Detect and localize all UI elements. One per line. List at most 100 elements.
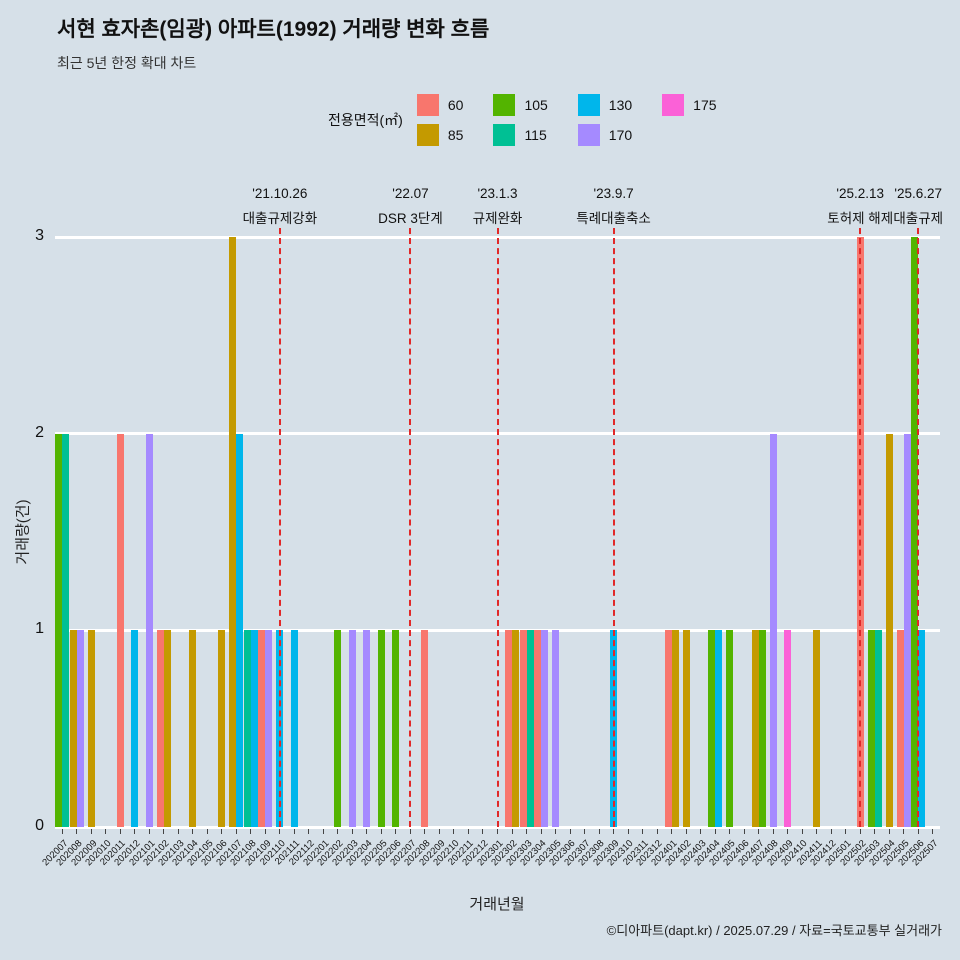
x-tickmark: [497, 828, 498, 834]
x-tickmark: [163, 828, 165, 834]
x-tickmark: [685, 828, 687, 834]
x-tickmark: [409, 828, 411, 834]
x-tickmark: [830, 828, 832, 834]
event-date: '22.07: [392, 186, 429, 201]
x-tickmark: [366, 828, 368, 834]
legend-label: 115: [524, 126, 547, 143]
x-tickmark: [221, 828, 223, 834]
x-tickmark: [700, 828, 702, 834]
event-line-202502: [859, 228, 862, 827]
event-label: 특례대출축소: [576, 211, 651, 226]
x-tickmark: [526, 828, 528, 834]
bar-202108-130: [250, 630, 258, 827]
x-tickmark: [438, 828, 440, 834]
legend-item-105: 105: [493, 92, 548, 117]
bar-202303-115: [526, 630, 534, 827]
x-tickmark: [264, 828, 266, 834]
bar-202505-60: [896, 630, 904, 827]
x-tickmark: [380, 828, 382, 834]
bar-202506-105: [911, 237, 919, 827]
legend-items: 60 85 105 115 130 170 175: [416, 92, 717, 147]
bar-202202-105: [334, 630, 342, 827]
legend-swatch-170: [577, 123, 600, 146]
event-label: 규제완화: [472, 211, 523, 226]
event-line-202110: [278, 228, 281, 827]
bar-202404-105: [708, 630, 716, 827]
x-tickmark: [76, 828, 78, 834]
legend-label: 85: [447, 126, 464, 143]
x-tickmark: [613, 828, 615, 834]
legend: 전용면적(㎡) 60 85 105 115 130 170 175: [328, 92, 717, 147]
bar-202007-115: [62, 433, 70, 827]
x-tickmark: [932, 828, 934, 834]
legend-label: 175: [693, 96, 717, 113]
x-tickmark: [816, 828, 818, 834]
legend-swatch-115: [493, 123, 516, 146]
bar-202007-105: [55, 433, 63, 827]
x-tickmark: [598, 828, 600, 834]
x-tickmark: [671, 828, 673, 834]
y-tick-2: 2: [35, 423, 44, 441]
x-tickmark: [424, 828, 426, 834]
bar-202109-170: [265, 630, 273, 827]
x-tickmark: [134, 828, 136, 834]
bar-202506-130: [918, 630, 926, 827]
bar-202008-85: [69, 630, 77, 827]
x-tickmark: [888, 828, 890, 834]
y-tick-3: 3: [35, 227, 44, 244]
legend-item-130: 130: [577, 92, 633, 117]
x-tickmark: [467, 828, 469, 834]
x-tickmark: [903, 828, 905, 834]
x-tickmark: [250, 828, 252, 834]
page-title: 서현 효자촌(임광) 아파트(1992) 거래량 변화 흐름: [57, 18, 490, 41]
bar-202008-170: [76, 630, 84, 827]
event-date: '25.2.13: [836, 186, 885, 201]
x-tickmark: [119, 828, 121, 834]
x-tickmark: [293, 828, 295, 834]
x-tickmark: [555, 828, 557, 834]
legend-item-85: 85: [416, 122, 464, 147]
page-subtitle: 최근 5년 한정 확대 차트: [57, 55, 197, 71]
legend-title: 전용면적(㎡): [328, 111, 403, 128]
legend-swatch-60: [416, 93, 439, 116]
x-tickmark: [322, 828, 324, 834]
bar-202107-130: [236, 433, 244, 827]
x-tickmark: [656, 828, 658, 834]
bar-202407-85: [751, 630, 759, 827]
legend-swatch-175: [662, 93, 685, 116]
event-line-202309: [612, 228, 615, 827]
y-axis-label: 거래량(건): [14, 499, 32, 565]
legend-item-60: 60: [416, 92, 463, 117]
x-tickmark: [148, 828, 150, 834]
bar-202205-105: [377, 630, 385, 827]
event-date: '21.10.26: [252, 186, 308, 201]
y-tick-1: 1: [35, 620, 44, 638]
bar-202107-85: [229, 237, 237, 827]
event-line-202207: [409, 228, 412, 827]
event-label: 대출규제강화: [242, 211, 318, 226]
x-tickmark: [308, 828, 310, 834]
legend-item-175: 175: [662, 92, 717, 117]
bar-202204-170: [363, 630, 371, 827]
legend-label: 130: [608, 96, 633, 113]
x-tickmark: [758, 828, 760, 834]
bar-202404-130: [715, 630, 723, 827]
gridline-0: [55, 825, 940, 829]
x-tickmark: [801, 828, 803, 834]
x-tickmark: [917, 828, 919, 834]
legend-swatch-85: [416, 123, 439, 146]
bar-202009-85: [87, 630, 95, 827]
bar-202402-85: [682, 630, 690, 827]
x-tickmark: [395, 828, 397, 834]
x-tickmark: [105, 828, 107, 834]
x-tickmark: [874, 828, 876, 834]
x-tickmark: [511, 828, 513, 834]
legend-swatch-130: [577, 93, 600, 116]
event-date: '23.1.3: [477, 186, 518, 201]
bar-202108-115: [243, 630, 251, 827]
event-line-202506: [917, 228, 920, 827]
bar-202408-170: [769, 433, 777, 827]
x-tickmark: [61, 828, 63, 834]
x-tickmark: [337, 828, 339, 834]
bar-202401-60: [664, 630, 672, 827]
